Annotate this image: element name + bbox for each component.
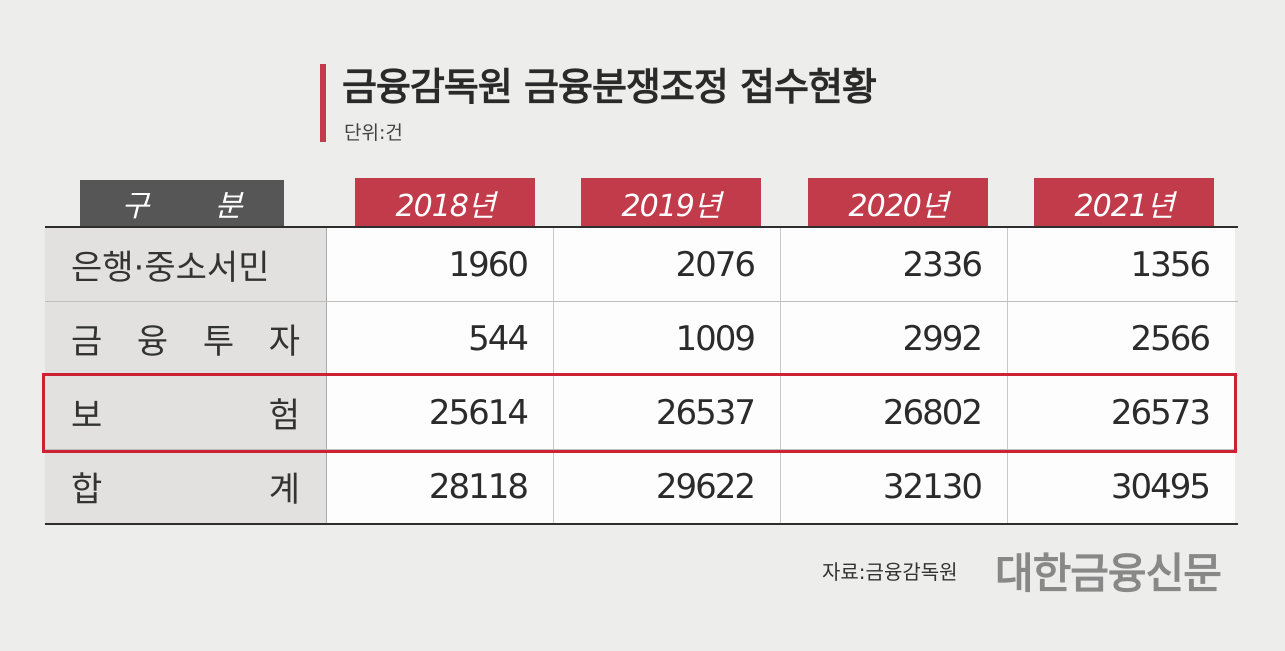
row-label-char: 계 — [268, 470, 300, 510]
row-label-investment: 금 융 투 자 — [45, 302, 327, 375]
row-label-char: 융 — [136, 322, 169, 362]
table-cell: 1356 — [1008, 228, 1235, 301]
row-label-insurance: 보 험 — [45, 376, 327, 449]
table-row: 보 험 25614 26537 26802 26573 — [45, 376, 1238, 450]
table-cell: 544 — [327, 302, 554, 375]
row-label-char: 보 — [71, 396, 103, 436]
table-row: 금 융 투 자 544 1009 2992 2566 — [45, 302, 1238, 376]
table-cell: 2076 — [554, 228, 781, 301]
header-year-2019: 2019년 — [581, 178, 761, 228]
row-label-text: 은행·중소서민 — [71, 248, 270, 288]
row-label-total: 합 계 — [45, 450, 327, 523]
header-year-2018: 2018년 — [355, 178, 535, 228]
row-label-banking: 은행·중소서민 — [45, 228, 327, 301]
row-label-char: 자 — [268, 322, 300, 362]
table-cell: 28118 — [327, 450, 554, 523]
row-label-char: 금 — [71, 322, 103, 362]
unit-label: 단위:건 — [344, 122, 403, 144]
row-label-char: 험 — [268, 396, 300, 436]
table-row: 합 계 28118 29622 32130 30495 — [45, 450, 1238, 523]
table-cell: 29622 — [554, 450, 781, 523]
header-category: 구 분 — [80, 180, 284, 226]
page-title: 금융감독원 금융분쟁조정 접수현황 — [342, 65, 877, 109]
table-cell: 2566 — [1008, 302, 1235, 375]
header-year-2020: 2020년 — [808, 178, 988, 228]
table-cell: 26537 — [554, 376, 781, 449]
publisher-logo: 대한금융신문 — [995, 549, 1222, 598]
table-cell: 30495 — [1008, 450, 1235, 523]
row-label-char: 투 — [202, 322, 235, 362]
source-label: 자료:금융감독원 — [822, 560, 958, 584]
header-year-2021: 2021년 — [1034, 178, 1214, 228]
table-cell: 26802 — [781, 376, 1008, 449]
table-cell: 1009 — [554, 302, 781, 375]
table-cell: 32130 — [781, 450, 1008, 523]
table-cell: 25614 — [327, 376, 554, 449]
title-accent-bar — [320, 64, 326, 142]
table-cell: 2336 — [781, 228, 1008, 301]
table-row: 은행·중소서민 1960 2076 2336 1356 — [45, 228, 1238, 302]
table-cell: 1960 — [327, 228, 554, 301]
data-table: 은행·중소서민 1960 2076 2336 1356 금 융 투 자 544 … — [45, 226, 1238, 525]
row-label-char: 합 — [71, 470, 103, 510]
table-cell: 26573 — [1008, 376, 1235, 449]
table-cell: 2992 — [781, 302, 1008, 375]
